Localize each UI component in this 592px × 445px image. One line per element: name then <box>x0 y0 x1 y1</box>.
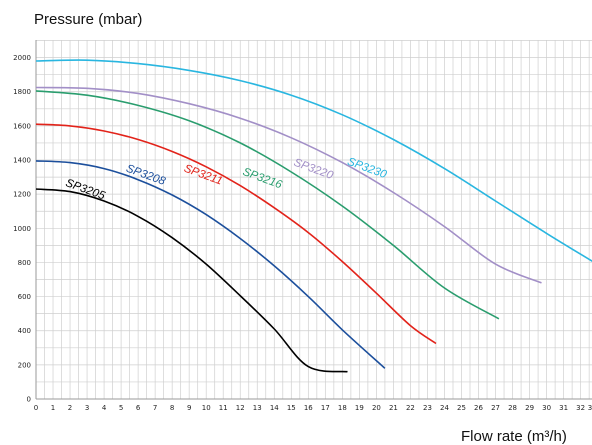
x-tick-label: 15 <box>287 404 296 412</box>
x-axis-title: Flow rate (m³/h) <box>461 428 567 445</box>
x-tick-label: 27 <box>491 404 500 412</box>
y-tick-label: 1800 <box>13 88 31 96</box>
series-line-sp3205 <box>35 188 348 373</box>
series-label-sp3230: SP3230 <box>346 156 389 181</box>
y-tick-label: 1400 <box>13 157 31 165</box>
x-tick-label: 18 <box>338 404 347 412</box>
x-tick-label: 20 <box>372 404 381 412</box>
x-tick-label: 0 <box>34 404 38 412</box>
x-tick-label: 7 <box>153 404 157 412</box>
x-tick-label: 23 <box>423 404 432 412</box>
x-tick-label: 14 <box>270 404 279 412</box>
x-tick-label: 6 <box>136 404 141 412</box>
y-tick-label: 1000 <box>13 225 31 233</box>
series-label-sp3211: SP3211 <box>182 163 224 188</box>
x-tick-label: 17 <box>321 404 330 412</box>
y-tick-label: 1600 <box>13 122 31 130</box>
x-tick-label: 2 <box>68 404 72 412</box>
series-label-sp3216: SP3216 <box>241 166 284 191</box>
x-tick-label: 26 <box>474 404 483 412</box>
x-tick-label: 10 <box>202 404 211 412</box>
y-tick-label: 2000 <box>13 54 31 62</box>
series-label-sp3208: SP3208 <box>124 163 167 188</box>
x-tick-label: 8 <box>170 404 174 412</box>
x-tick-label: 9 <box>187 404 191 412</box>
x-tick-label: 4 <box>102 404 107 412</box>
series-line-sp3211 <box>35 123 437 345</box>
x-tick-label: 3 <box>588 404 592 412</box>
series-line-sp3220 <box>35 86 542 284</box>
x-tick-label: 24 <box>440 404 449 412</box>
x-tick-label: 30 <box>542 404 551 412</box>
grid <box>35 40 592 400</box>
y-tick-label: 1200 <box>13 191 31 199</box>
series-line-sp3230 <box>35 59 592 262</box>
series-line-sp3216 <box>35 90 500 320</box>
x-tick-label: 32 <box>576 404 585 412</box>
x-tick-label: 25 <box>457 404 466 412</box>
x-tick-label: 12 <box>236 404 245 412</box>
x-tick-label: 13 <box>253 404 262 412</box>
x-tick-label: 21 <box>389 404 398 412</box>
x-tick-label: 16 <box>304 404 313 412</box>
x-tick-label: 3 <box>85 404 89 412</box>
x-tick-label: 29 <box>525 404 534 412</box>
x-tick-label: 11 <box>219 404 228 412</box>
series-line-sp3208 <box>35 160 386 369</box>
x-tick-label: 28 <box>508 404 517 412</box>
x-tick-label: 22 <box>406 404 415 412</box>
y-tick-label: 400 <box>18 327 31 335</box>
x-tick-label: 19 <box>355 404 364 412</box>
y-tick-label: 200 <box>18 361 31 369</box>
x-tick-label: 5 <box>119 404 123 412</box>
y-axis-title: Pressure (mbar) <box>34 11 142 28</box>
x-tick-label: 31 <box>559 404 568 412</box>
series-label-sp3220: SP3220 <box>292 157 335 182</box>
y-tick-label: 0 <box>27 396 31 404</box>
y-tick-label: 800 <box>18 259 31 267</box>
y-tick-label: 600 <box>18 293 31 301</box>
x-tick-label: 1 <box>51 404 55 412</box>
